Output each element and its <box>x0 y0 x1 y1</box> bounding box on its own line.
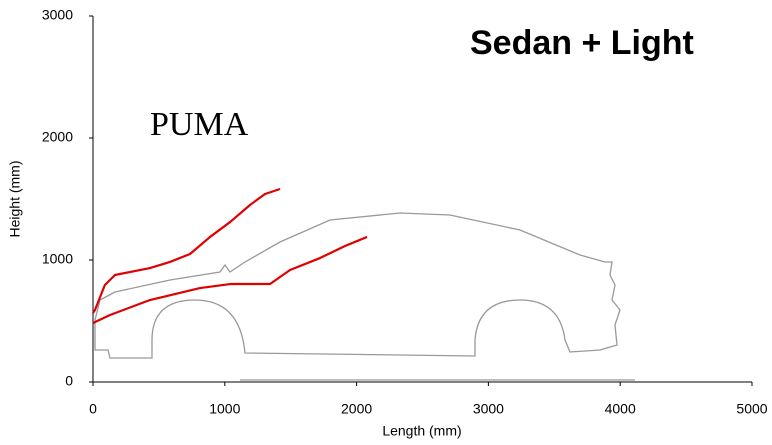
annotation: PUMA <box>150 106 249 143</box>
y-tick-label: 3000 <box>42 7 73 23</box>
chart-title: Sedan + Light <box>470 24 694 62</box>
x-tick-label: 5000 <box>736 401 767 417</box>
y-tick-label: 2000 <box>42 129 73 145</box>
chart: Sedan + Light PUMA Length (mm) Height (m… <box>0 0 772 445</box>
series-line <box>93 189 280 313</box>
x-tick-label: 1000 <box>209 401 240 417</box>
x-tick-label: 0 <box>89 401 97 417</box>
x-tick-label: 2000 <box>341 401 372 417</box>
x-tick-label: 4000 <box>605 401 636 417</box>
x-tick-label: 3000 <box>473 401 504 417</box>
series-line <box>93 237 367 323</box>
y-axis-label: Height (mm) <box>7 160 23 237</box>
y-tick-label: 1000 <box>42 251 73 267</box>
x-axis-label: Length (mm) <box>382 423 461 439</box>
y-tick-label: 0 <box>65 373 73 389</box>
